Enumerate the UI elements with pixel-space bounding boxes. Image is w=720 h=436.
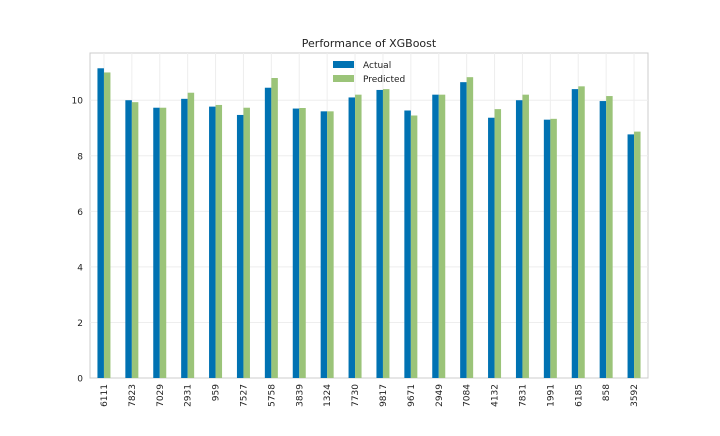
bar-actual	[181, 98, 188, 378]
bar-predicted	[355, 94, 362, 379]
legend-swatch-actual	[333, 61, 354, 68]
bars	[97, 68, 641, 379]
x-tick-label: 6185	[574, 384, 584, 407]
bar-predicted	[243, 107, 250, 378]
bar-predicted	[494, 109, 502, 378]
x-tick-label: 1991	[546, 384, 556, 407]
bar-actual	[125, 100, 132, 378]
bar-actual	[515, 100, 523, 378]
bar-predicted	[634, 131, 641, 378]
bar-predicted	[159, 107, 167, 378]
bar-actual	[488, 117, 495, 378]
x-tick-label: 7831	[518, 384, 528, 407]
bar-actual	[292, 108, 300, 379]
y-tick-label: 4	[77, 263, 83, 273]
bar-predicted	[466, 77, 474, 379]
bar-predicted	[410, 115, 418, 378]
bar-actual	[320, 111, 328, 378]
x-tick-label: 7527	[239, 384, 249, 407]
x-tick-label: 9817	[379, 384, 389, 407]
bar-predicted	[271, 78, 278, 378]
bar-actual	[627, 134, 635, 378]
y-axis-ticks: 0 2 4 6 8 10	[72, 97, 84, 385]
bar-predicted	[327, 111, 334, 378]
bar-actual	[460, 82, 467, 379]
bar-predicted	[187, 92, 195, 378]
x-tick-label: 1324	[323, 384, 333, 407]
x-tick-label: 6111	[100, 384, 110, 407]
bar-predicted	[438, 94, 446, 379]
bar-predicted	[382, 89, 390, 378]
bar-actual	[543, 119, 551, 379]
x-tick-label: 3592	[630, 384, 640, 407]
x-tick-label: 959	[212, 384, 222, 401]
x-tick-label: 5758	[267, 384, 277, 407]
bar-actual	[97, 68, 104, 379]
y-tick-label: 0	[77, 375, 83, 385]
legend-swatch-predicted	[333, 75, 354, 82]
y-tick-label: 8	[77, 152, 83, 162]
y-tick-label: 6	[77, 208, 83, 218]
bar-actual	[153, 107, 160, 378]
bar-predicted	[606, 96, 613, 379]
bar-actual	[404, 110, 411, 378]
x-tick-label: 7823	[128, 384, 138, 407]
bar-predicted	[103, 72, 111, 378]
x-tick-label: 4132	[491, 384, 501, 407]
x-tick-label: 2949	[435, 384, 445, 407]
plot-area	[89, 52, 649, 379]
bar-predicted	[131, 102, 139, 379]
x-tick-label: 7029	[156, 384, 166, 407]
bar-actual	[571, 89, 579, 378]
legend-label-predicted: Predicted	[363, 75, 405, 85]
bar-actual	[376, 89, 383, 378]
bar-actual	[348, 97, 356, 378]
bar-predicted	[215, 104, 223, 378]
x-tick-label: 9671	[407, 384, 417, 407]
bar-actual	[236, 114, 244, 378]
x-tick-label: 3839	[295, 384, 305, 407]
x-tick-label: 2931	[184, 384, 194, 407]
bar-predicted	[522, 94, 529, 379]
bar-predicted	[299, 108, 306, 378]
x-axis-ticks: 6111 7823 7029 2931 959 7527 5758 3839 1324 7730 9…	[100, 384, 640, 407]
x-tick-label: 858	[602, 384, 612, 401]
x-tick-label: 7084	[463, 384, 473, 407]
bar-actual	[264, 87, 272, 378]
bar-actual	[209, 106, 216, 378]
bar-actual	[599, 101, 607, 379]
y-tick-label: 2	[77, 319, 83, 329]
x-tick-label: 7730	[351, 384, 361, 407]
bar-predicted	[550, 118, 557, 378]
chart-title: Performance of XGBoost	[302, 37, 437, 50]
bar-predicted	[578, 86, 585, 378]
y-tick-label: 10	[72, 97, 84, 107]
bar-actual	[432, 94, 439, 379]
legend-label-actual: Actual	[363, 61, 391, 71]
legend: Actual Predicted	[333, 61, 405, 85]
